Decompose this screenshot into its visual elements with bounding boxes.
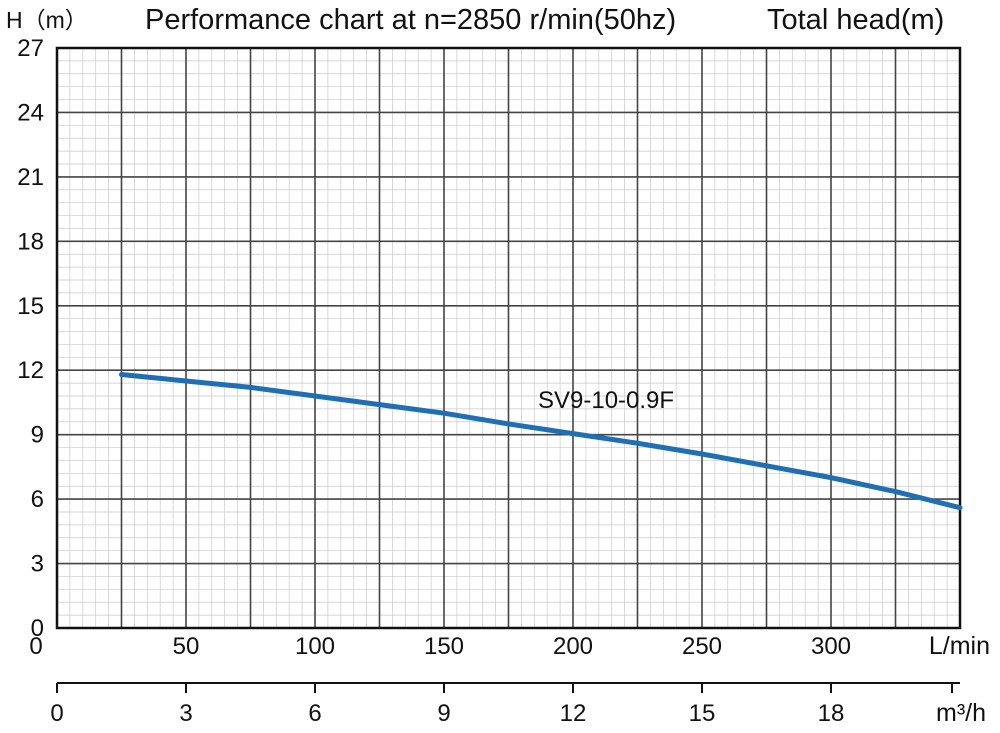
x2-tick-label: 15 [689,700,716,727]
y-tick-label: 18 [17,228,44,255]
y-axis-ticks: 0 3 6 9 12 15 18 21 24 27 [17,35,44,642]
x-tick-label: 150 [424,633,464,660]
x-tick-label: 200 [553,633,593,660]
x-tick-label: 250 [682,633,722,660]
y-tick-label: 12 [17,357,44,384]
y-tick-label: 0 [31,615,44,642]
series-point [441,410,447,416]
x-tick-label: 50 [173,633,200,660]
x-tick-label: 100 [295,633,335,660]
y-tick-label: 6 [31,486,44,513]
series-point [377,402,382,408]
y-tick-label: 9 [31,422,44,449]
x2-axis-unit-label: m³/h [936,699,986,727]
series-label: SV9-10-0.9F [538,387,674,414]
x-axis-ticks: 0 50 100 150 200 250 300 [29,633,851,660]
series-line [121,372,961,511]
x2-tick-label: 0 [50,700,63,727]
series-point [570,431,576,437]
x2-tick-label: 18 [818,700,845,727]
x2-tick-label: 6 [308,700,321,727]
plot-frame [55,46,962,630]
x-tick-label: 0 [29,633,42,660]
x2-tick-label: 3 [179,700,192,727]
series-point [248,384,253,390]
chart-title: Performance chart at n=2850 r/min(50hz) [145,4,676,36]
y-tick-label: 3 [31,551,44,578]
series-point [312,393,318,399]
y-tick-label: 24 [17,99,44,126]
x-axis-unit-label: L/min [929,632,990,660]
chart-title-right: Total head(m) [767,4,944,36]
series-point [635,440,640,446]
series-point [119,372,124,378]
x-tick-label: 300 [811,633,851,660]
series-point [699,451,705,457]
y-axis-label: H（m） [6,7,88,33]
x2-tick-label: 12 [560,700,587,727]
series-point [828,475,834,481]
y-tick-label: 27 [17,35,44,62]
series-point [506,421,511,427]
secondary-x-axis: 0 3 6 9 12 15 18 [50,682,960,727]
major-grid [57,48,960,628]
series-point [893,489,898,495]
series-point [957,505,963,511]
series-point [764,463,769,469]
y-tick-label: 15 [17,293,44,320]
series-layer: SV9-10-0.9F [119,372,963,511]
x2-tick-label: 9 [437,700,450,727]
y-tick-label: 21 [17,164,44,191]
series-point [183,378,189,384]
